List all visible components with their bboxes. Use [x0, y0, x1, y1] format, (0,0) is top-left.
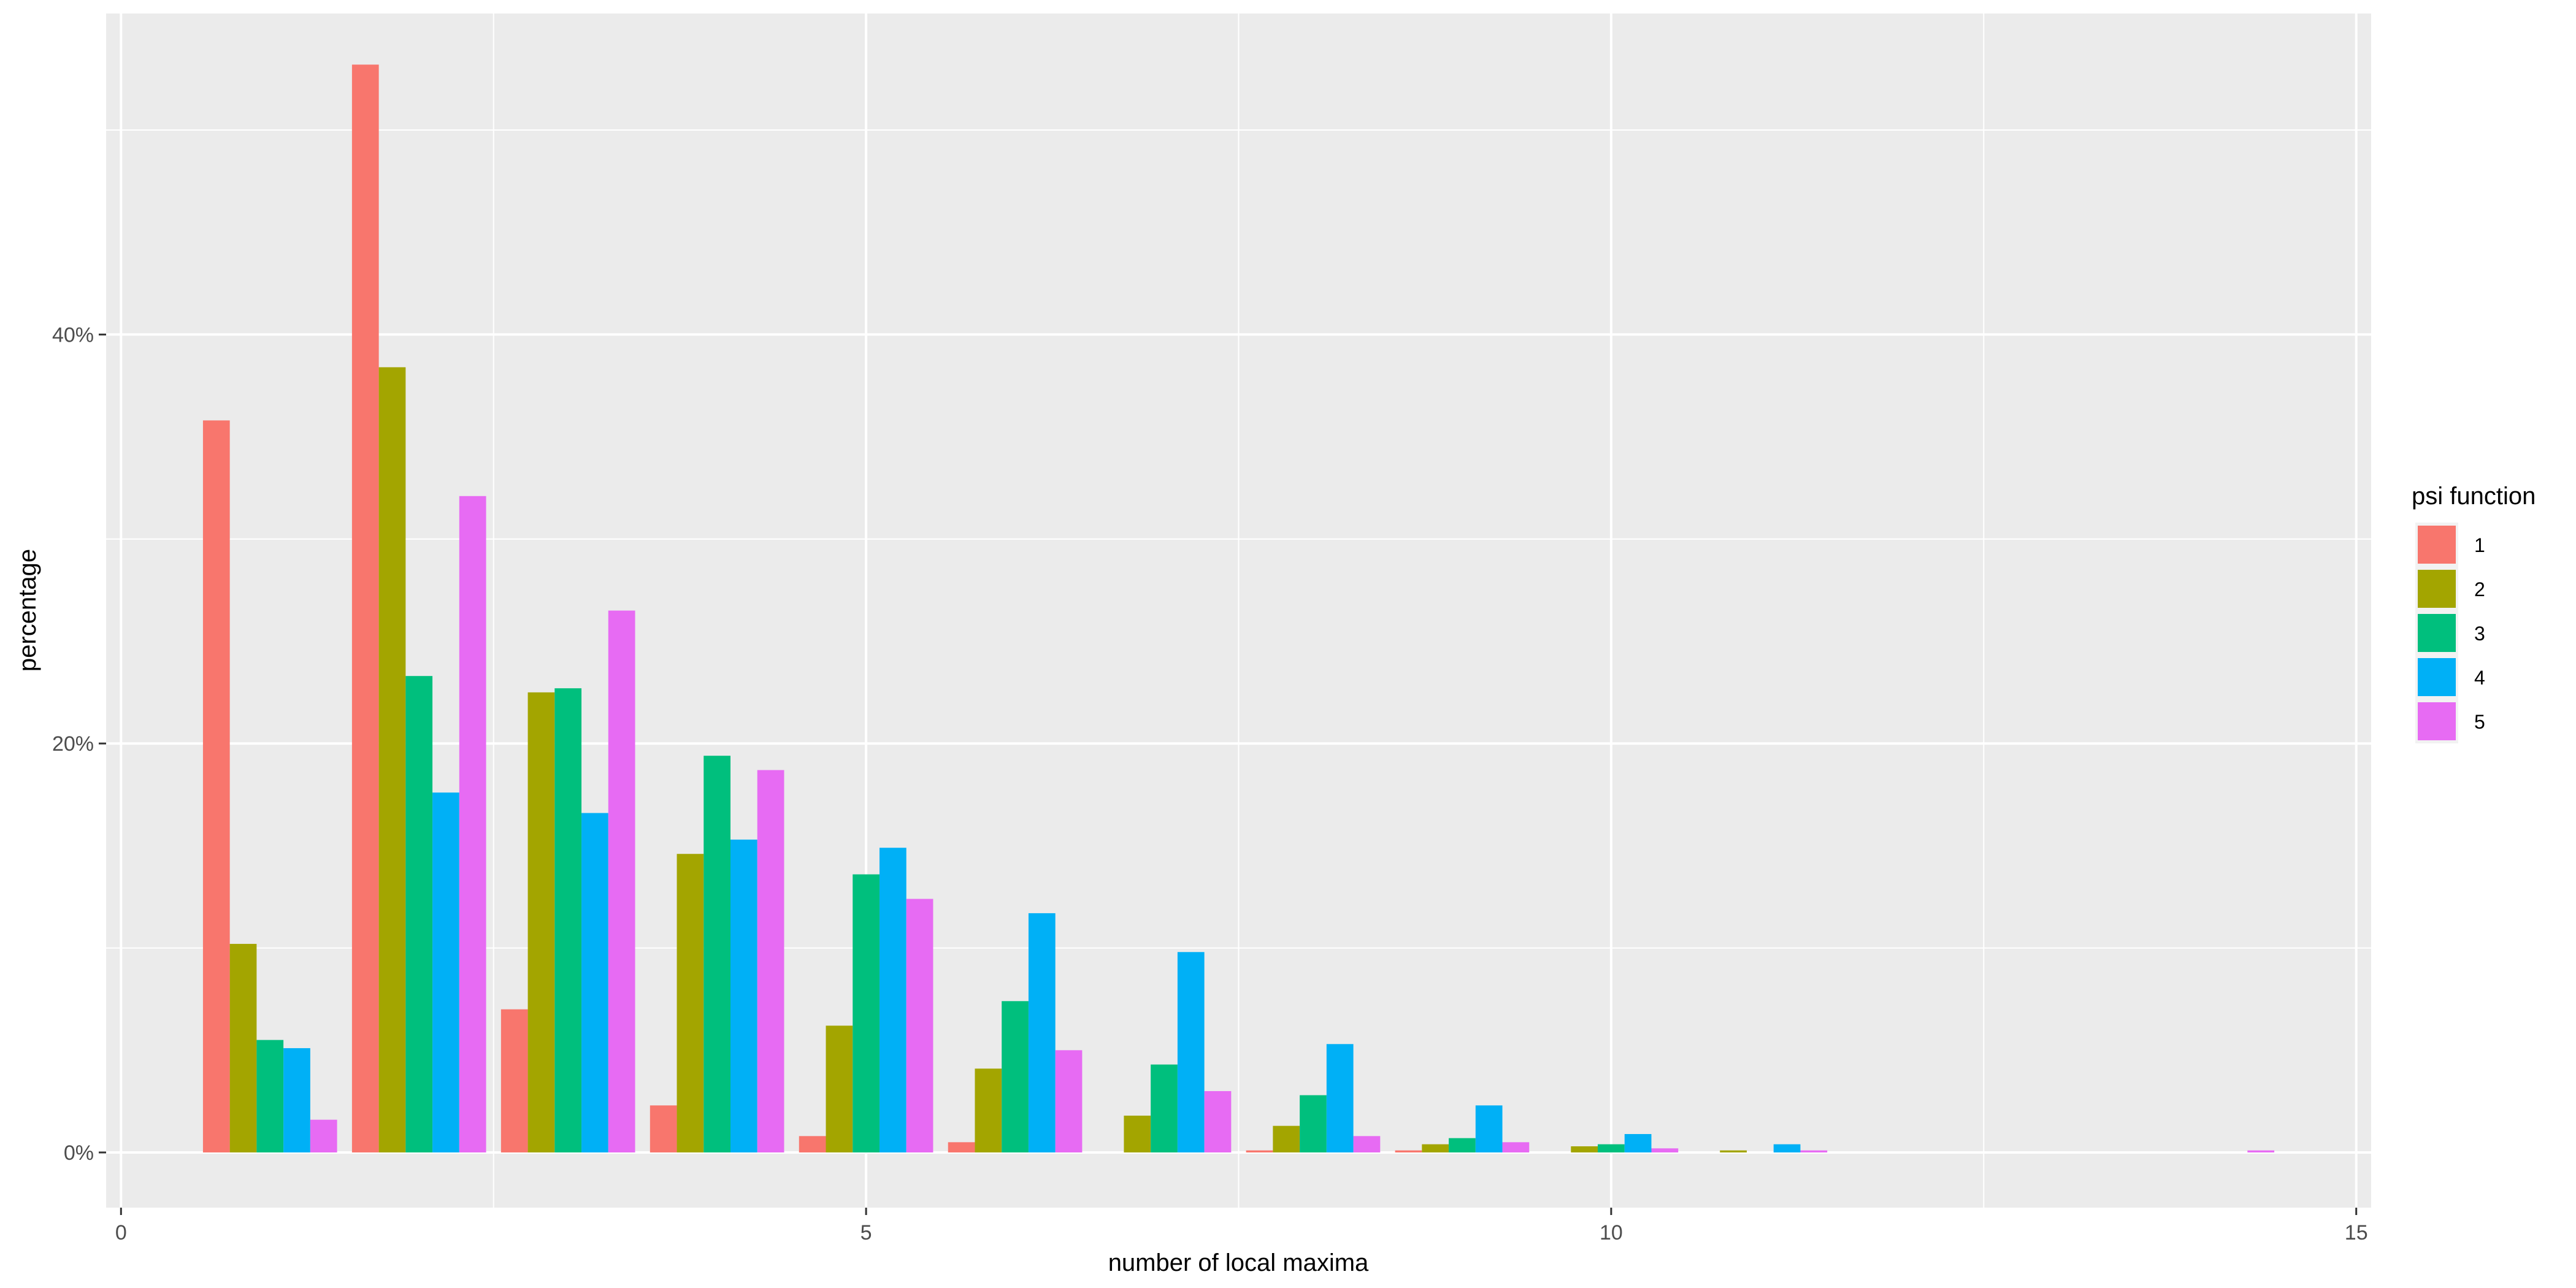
y-axis: 0% 20% 40% — [52, 323, 106, 1165]
bar-series-5 — [1204, 1091, 1232, 1152]
bar-series-2 — [1571, 1146, 1598, 1152]
bar-series-2 — [378, 367, 406, 1152]
legend-swatch-1 — [2418, 526, 2456, 564]
x-tick-label: 5 — [861, 1221, 872, 1244]
bar-series-2 — [1124, 1115, 1151, 1152]
x-tick-label: 10 — [1600, 1221, 1623, 1244]
bar-series-1 — [1395, 1150, 1422, 1152]
bar-series-2 — [826, 1025, 853, 1152]
bar-series-2 — [1720, 1150, 1747, 1152]
bar-series-2 — [1422, 1144, 1449, 1152]
legend-label: 1 — [2474, 534, 2485, 556]
x-axis-title: number of local maxima — [1108, 1249, 1369, 1276]
x-tick-label: 0 — [115, 1221, 127, 1244]
bar-series-3 — [1598, 1144, 1625, 1152]
bar-series-4 — [432, 792, 459, 1152]
bar-series-2 — [975, 1068, 1002, 1152]
x-tick-label: 15 — [2345, 1221, 2368, 1244]
legend-label: 5 — [2474, 711, 2485, 733]
bar-series-2 — [1273, 1125, 1300, 1152]
legend-title: psi function — [2412, 483, 2536, 510]
y-tick-label: 0% — [64, 1141, 94, 1165]
y-axis-title: percentage — [14, 549, 41, 672]
bar-series-5 — [459, 496, 486, 1152]
bar-series-5 — [1502, 1142, 1530, 1152]
bar-series-5 — [757, 770, 784, 1152]
bar-series-4 — [581, 813, 608, 1152]
bar-series-4 — [1773, 1144, 1801, 1152]
bar-series-5 — [310, 1119, 337, 1152]
y-tick-label: 20% — [52, 732, 94, 756]
bar-series-4 — [1475, 1105, 1503, 1152]
bar-series-4 — [1177, 952, 1205, 1152]
bar-series-5 — [1800, 1150, 1828, 1152]
bar-series-3 — [554, 688, 582, 1152]
bar-series-2 — [527, 692, 555, 1152]
bar-series-1 — [799, 1136, 826, 1152]
bar-series-4 — [1624, 1133, 1652, 1152]
bar-series-3 — [1002, 1001, 1029, 1152]
bar-series-1 — [1246, 1150, 1273, 1152]
bar-series-5 — [1651, 1148, 1679, 1152]
legend: psi function 1 2 3 4 5 — [2412, 483, 2536, 743]
legend-label: 4 — [2474, 667, 2485, 689]
bar-series-4 — [730, 839, 757, 1152]
bar-series-2 — [229, 943, 257, 1152]
x-axis: 0 5 10 15 — [115, 1208, 2368, 1244]
bar-series-4 — [1028, 913, 1056, 1152]
legend-label: 3 — [2474, 623, 2485, 645]
bar-series-1 — [202, 420, 230, 1152]
bar-series-3 — [256, 1040, 284, 1152]
bar-series-1 — [351, 64, 379, 1152]
bar-series-1 — [948, 1142, 975, 1152]
y-tick-label: 40% — [52, 323, 94, 347]
bar-series-5 — [2247, 1150, 2275, 1152]
bar-series-5 — [608, 610, 635, 1152]
legend-swatch-5 — [2418, 702, 2456, 740]
bar-series-3 — [405, 676, 433, 1152]
bar-series-3 — [1449, 1138, 1476, 1152]
bar-series-5 — [1055, 1050, 1083, 1152]
bar-series-3 — [1300, 1095, 1327, 1152]
legend-label: 2 — [2474, 578, 2485, 600]
bars — [202, 64, 2275, 1152]
bar-series-2 — [677, 854, 704, 1152]
bar-series-3 — [853, 874, 880, 1152]
legend-swatch-2 — [2418, 570, 2456, 608]
bar-series-3 — [1151, 1064, 1178, 1152]
bar-series-4 — [1326, 1044, 1354, 1152]
legend-swatch-3 — [2418, 614, 2456, 652]
bar-series-3 — [703, 756, 731, 1152]
legend-keys: 1 2 3 4 5 — [2415, 523, 2485, 743]
bar-series-4 — [283, 1048, 310, 1152]
bar-series-5 — [906, 899, 933, 1152]
bar-series-4 — [879, 848, 907, 1152]
bar-series-1 — [500, 1009, 528, 1152]
legend-swatch-4 — [2418, 658, 2456, 696]
bar-series-1 — [650, 1105, 677, 1152]
bar-series-5 — [1353, 1136, 1381, 1152]
